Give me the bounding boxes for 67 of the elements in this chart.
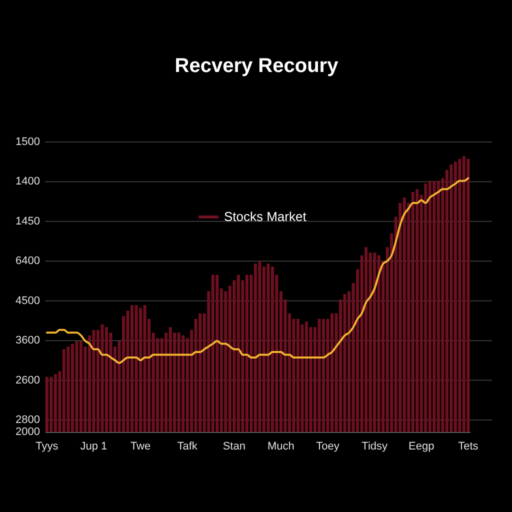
bar — [182, 335, 185, 432]
text: 4500 — [16, 294, 40, 307]
bar — [139, 308, 142, 432]
bar — [373, 252, 376, 432]
x-tick-label: Twe — [130, 440, 151, 452]
bar — [416, 189, 419, 432]
bar — [216, 274, 219, 432]
bar — [296, 318, 300, 432]
text: 6400 — [16, 255, 40, 268]
text: 3600 — [16, 334, 40, 347]
x-tick-label: Tafk — [177, 440, 198, 452]
bar — [168, 327, 172, 432]
bar — [70, 344, 74, 432]
bar — [245, 274, 248, 432]
bar — [304, 322, 308, 432]
bar — [462, 156, 466, 432]
bar — [177, 332, 180, 432]
bar — [436, 180, 440, 432]
bar — [270, 266, 274, 432]
bar — [258, 260, 262, 432]
bar — [100, 324, 104, 432]
bar — [450, 164, 453, 432]
bar — [198, 313, 202, 432]
bar — [424, 184, 428, 432]
text: 2000 — [16, 426, 40, 438]
bar — [432, 180, 436, 432]
bar — [79, 340, 82, 432]
bar — [66, 346, 70, 432]
bar — [236, 274, 240, 432]
bar — [50, 376, 53, 432]
x-tick-label: Eegp — [408, 440, 434, 452]
bar — [62, 349, 66, 432]
text: 1500 — [16, 136, 40, 148]
x-tick-label: Tets — [458, 440, 479, 452]
bar — [75, 340, 78, 432]
bar — [211, 274, 214, 432]
bar — [330, 313, 334, 432]
bar — [364, 247, 368, 432]
x-tick-label: Stan — [222, 440, 246, 452]
bar — [143, 305, 146, 432]
bar — [92, 330, 96, 432]
x-tick-label: Tidsy — [362, 440, 388, 452]
x-tick-label: Jup 1 — [80, 440, 108, 452]
bar — [402, 197, 406, 432]
bar — [454, 162, 457, 432]
bar — [377, 255, 380, 432]
text: 2800 — [16, 414, 40, 426]
x-tick-label: Tyys — [36, 440, 59, 452]
text: 1400 — [16, 176, 40, 188]
bar — [266, 264, 270, 432]
bar — [134, 305, 138, 432]
legend-label: Stocks Market — [224, 209, 307, 224]
bar — [343, 294, 346, 432]
bar — [45, 376, 48, 432]
bar — [428, 180, 432, 432]
bar — [54, 374, 57, 432]
bar — [411, 192, 414, 432]
bar — [466, 158, 470, 432]
bar — [458, 158, 462, 432]
x-tick-label: Toey — [316, 440, 340, 452]
text: 1450 — [16, 215, 40, 228]
x-tick-label: Much — [268, 440, 294, 452]
text: 2600 — [16, 374, 40, 386]
bar — [322, 318, 325, 432]
bar — [254, 264, 257, 432]
bar — [130, 305, 134, 432]
chart-title: Recvery Recoury — [174, 55, 340, 77]
